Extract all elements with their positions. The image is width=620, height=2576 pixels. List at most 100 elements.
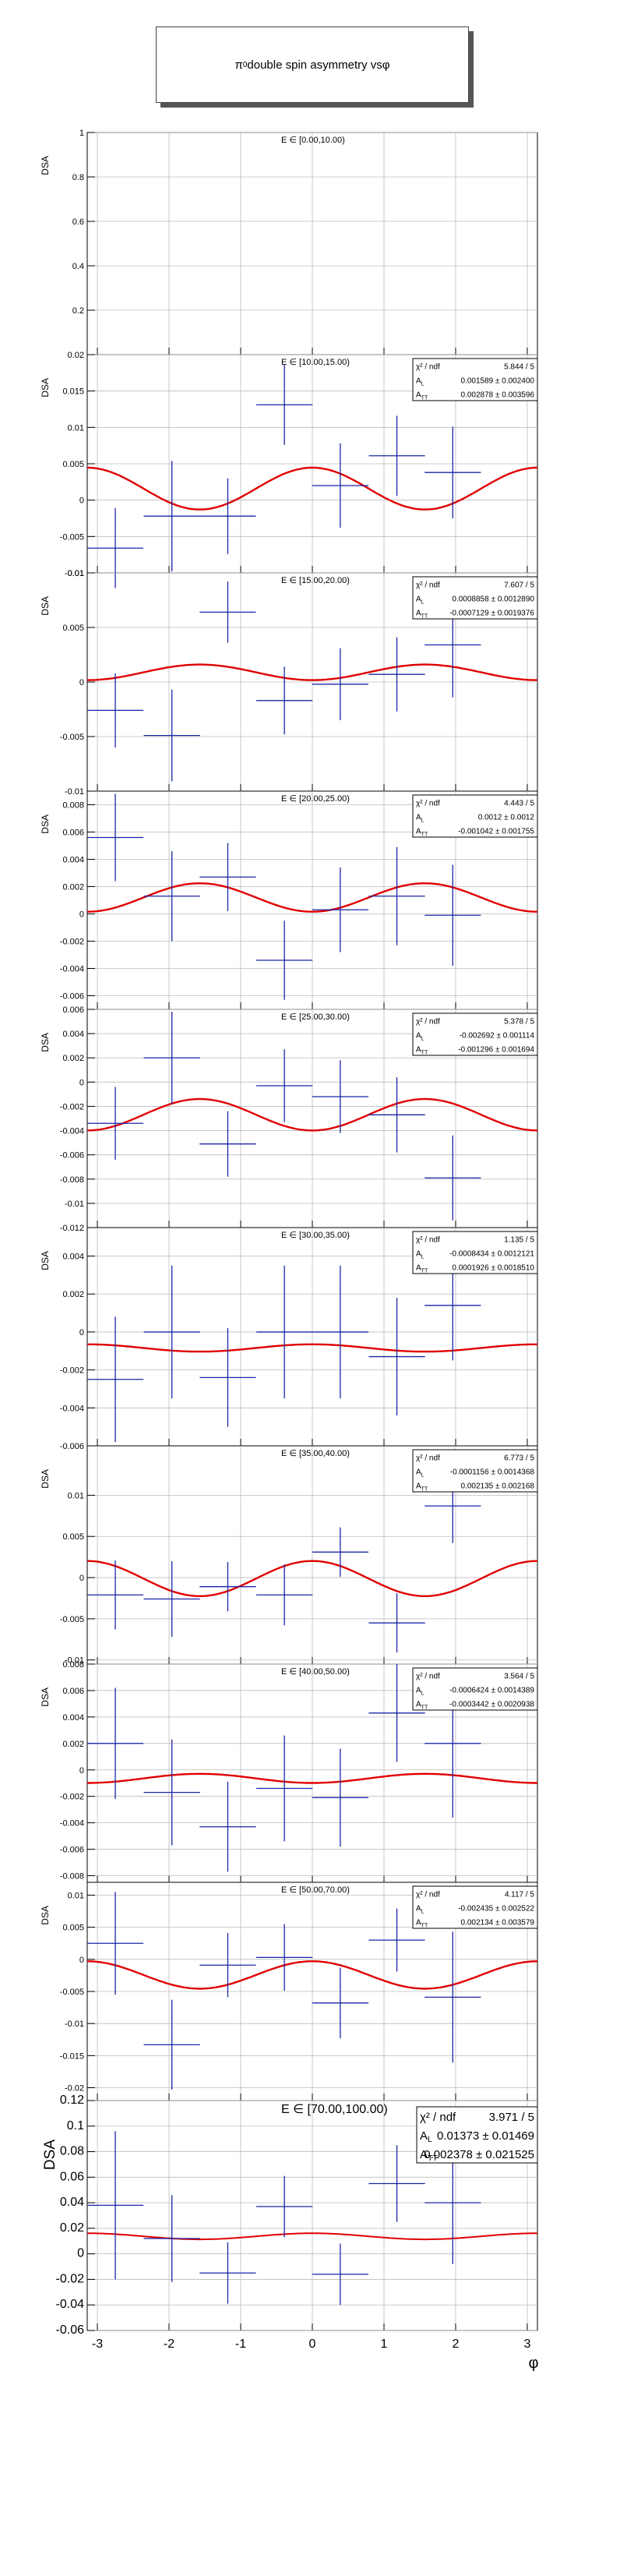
stats-al-value: 0.0008858 ± 0.0012890 <box>452 595 534 604</box>
y-tick-label: -0.015 <box>60 2051 84 2061</box>
bin-label: E ∈ [50.00,70.00) <box>281 1885 350 1895</box>
fit-curve <box>87 1772 537 1784</box>
fit-curve <box>87 1343 537 1353</box>
data-point <box>312 443 369 528</box>
stats-frame <box>412 1012 538 1056</box>
y-tick-label: -0.01 <box>65 2019 84 2029</box>
stats-att-label: ATT <box>416 610 428 620</box>
stats-box: χ² / ndf 7.607 / 5 AL 0.0008858 ± 0.0012890… <box>412 576 538 620</box>
y-tick-label: 0 <box>79 1078 84 1087</box>
stats-att-label: ATT <box>420 2148 438 2163</box>
y-tick-label: -0.012 <box>60 1224 84 1233</box>
data-point <box>312 868 369 952</box>
data-point <box>312 1265 369 1399</box>
stats-box: χ² / ndf 5.844 / 5 AL 0.001589 ± 0.002400 AT… <box>412 358 538 401</box>
stats-chi-value: 4.443 / 5 <box>504 800 534 808</box>
data-point <box>255 921 313 1000</box>
data-point <box>368 415 425 496</box>
stats-al-label: AL <box>416 814 424 824</box>
x-tick-label: -1 <box>235 2337 246 2351</box>
stats-al-label: AL <box>416 595 424 606</box>
y-tick-label: 0.01 <box>68 1491 84 1500</box>
y-tick-label: 0.008 <box>62 1660 84 1670</box>
y-axis-label: DSA <box>40 1906 51 1925</box>
y-axis-label: DSA <box>40 1033 51 1052</box>
chart-panel-9: -0.06 -0.04 -0.02 0 0.02 0.04 0.06 0.08 0.1 0.12 D… <box>42 2094 539 2372</box>
y-tick-label: 0.04 <box>60 2196 84 2209</box>
title-xvar: φ <box>382 58 390 72</box>
data-point <box>86 1560 144 1630</box>
y-tick-label: -0.005 <box>60 1615 84 1624</box>
stats-chi-value: 5.378 / 5 <box>504 1018 534 1027</box>
data-point <box>86 1087 144 1160</box>
stats-chi-label: χ² / ndf <box>416 800 440 808</box>
y-tick-label: 0.002 <box>62 1740 84 1749</box>
y-axis-label: DSA <box>40 378 51 398</box>
data-point <box>199 1111 256 1177</box>
stats-box: χ² / ndf 4.117 / 5 AL -0.002435 ± 0.002522 A… <box>412 1885 538 1929</box>
chart-panel-4: -0.012 -0.01 -0.008 -0.006 -0.004 -0.002 0 0.00… <box>40 1005 538 1233</box>
y-tick-label: 0.005 <box>62 1924 84 1933</box>
y-tick-label: -0.004 <box>60 965 84 974</box>
y-tick-label: 0.004 <box>62 856 84 865</box>
stats-al-value: -0.0001156 ± 0.0014368 <box>450 1468 535 1477</box>
title-text: double spin asymmetry vs <box>247 58 382 72</box>
y-tick-label: 0 <box>79 1766 84 1776</box>
fit-curve <box>86 1560 538 1597</box>
y-tick-label: 0.08 <box>60 2145 84 2158</box>
stats-frame <box>412 1667 538 1711</box>
data-point <box>368 1077 425 1153</box>
stats-att-label: ATT <box>416 1701 428 1711</box>
data-point <box>368 637 425 712</box>
data-point <box>143 461 200 572</box>
y-tick-label: 0.12 <box>60 2094 84 2107</box>
x-tick-label: 0 <box>309 2337 316 2351</box>
data-point <box>199 581 256 643</box>
stats-att-label: ATT <box>416 1046 428 1056</box>
fit-curve <box>87 882 537 913</box>
data-point <box>143 1012 200 1104</box>
y-tick-label: -0.06 <box>56 2323 85 2337</box>
y-tick-label: 0.006 <box>62 1687 84 1696</box>
chart-panel-7: -0.008 -0.006 -0.004 -0.002 0 0.002 0.004 0.006… <box>40 1660 538 1883</box>
y-tick-label: 0.02 <box>60 2221 84 2235</box>
data-point <box>255 365 313 445</box>
y-tick-label: -0.01 <box>65 787 84 797</box>
stats-chi-value: 4.117 / 5 <box>505 1891 535 1899</box>
data-point <box>312 1967 369 2039</box>
y-tick-label: 0.06 <box>60 2170 84 2183</box>
stats-al-value: -0.002692 ± 0.001114 <box>460 1032 535 1041</box>
y-tick-label: 0.01 <box>68 569 84 578</box>
data-point <box>143 689 200 782</box>
y-tick-label: -0.02 <box>56 2272 85 2285</box>
y-tick-label: -0.008 <box>60 1872 84 1882</box>
stats-frame <box>412 576 538 620</box>
y-tick-label: -0.01 <box>65 1656 84 1666</box>
stats-att-value: 0.002878 ± 0.003596 <box>461 391 535 400</box>
data-point <box>255 1265 313 1399</box>
y-tick-label: -0.008 <box>60 1175 84 1185</box>
stats-chi-label: χ² / ndf <box>416 363 440 372</box>
stats-chi-label: χ² / ndf <box>416 1673 440 1681</box>
y-tick-label: 0.006 <box>62 1005 84 1015</box>
stats-att-value: 0.0001926 ± 0.0018510 <box>452 1264 534 1273</box>
y-tick-label: 0.015 <box>62 387 84 397</box>
y-tick-label: 0.1 <box>67 2119 84 2133</box>
y-tick-label: 0 <box>79 678 84 687</box>
bin-label: E ∈ [40.00,50.00) <box>281 1667 350 1677</box>
fit-curve <box>86 1097 538 1132</box>
fit-curve <box>87 2232 537 2241</box>
y-tick-label: 0 <box>79 1328 84 1337</box>
data-point <box>143 851 200 942</box>
stats-al-value: 0.01373 ± 0.01469 <box>437 2129 534 2143</box>
y-tick-label: -0.02 <box>65 2084 84 2094</box>
y-tick-label: -0.005 <box>60 733 84 742</box>
bin-label: E ∈ [30.00,35.00) <box>281 1231 350 1240</box>
x-axis-label: φ <box>529 2355 539 2372</box>
stats-chi-value: 3.564 / 5 <box>504 1673 534 1681</box>
chart-panel-5: -0.006 -0.004 -0.002 0 0.002 0.004 DSA E ∈ [30.… <box>40 1227 538 1451</box>
stats-att-value: -0.001296 ± 0.001694 <box>458 1046 534 1055</box>
y-tick-label: 0.008 <box>62 801 84 811</box>
stats-att-value: 0.002135 ± 0.002168 <box>461 1482 535 1491</box>
